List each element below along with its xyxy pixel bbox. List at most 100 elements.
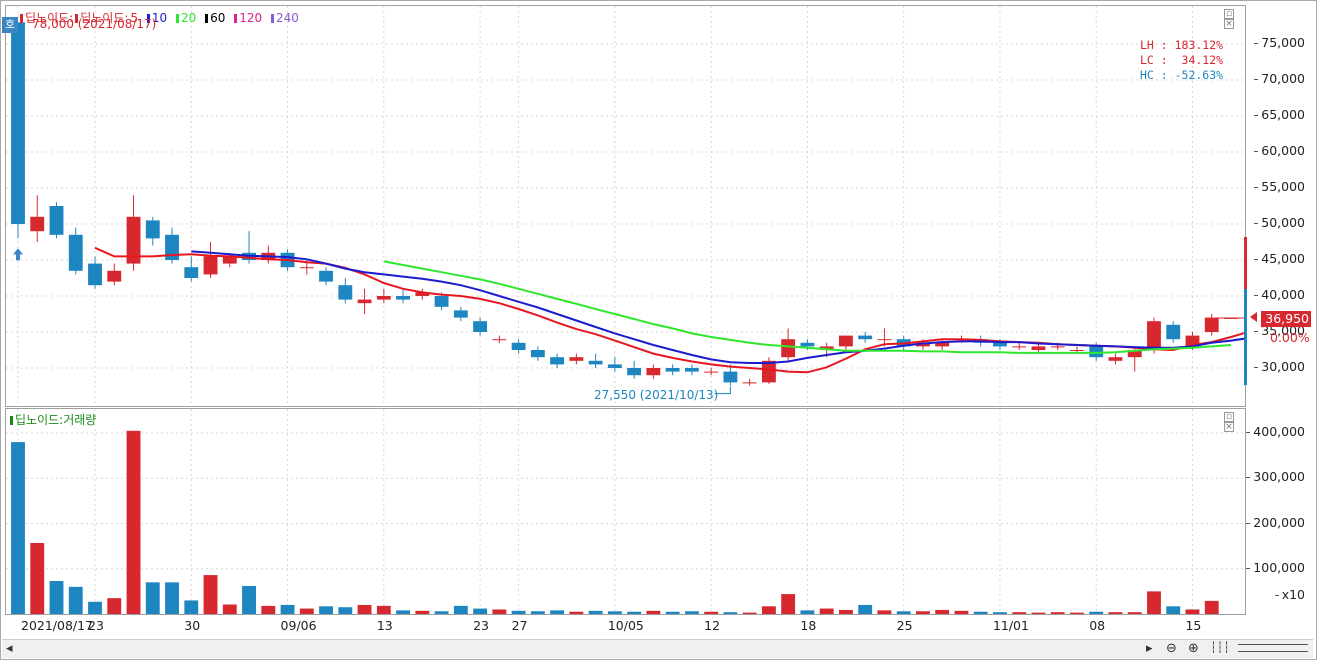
volume-bar [88,601,102,614]
candle-body [761,360,776,383]
candle-body [1127,350,1142,358]
volume-tick-label: 400,000 [1246,424,1305,440]
volume-chart-pane[interactable]: 딥노이드:거래량 ▫× [5,408,1246,615]
candle-body [723,371,738,383]
legend-name-1[interactable]: 딥노이드: [25,11,74,25]
candle-body [1012,346,1027,348]
volume-bar [492,609,507,614]
volume-tick-label: 200,000 [1246,514,1305,530]
price-tick-label: 30,000 [1254,359,1305,374]
candle-body [49,206,64,235]
volume-bar [1127,612,1142,614]
candle-body [473,321,488,332]
price-pane-buttons: ▫× [1222,9,1245,29]
volume-bar [338,607,353,614]
close-pane-icon[interactable]: × [1224,19,1234,29]
volume-bar [684,611,699,614]
date-label: 13 [376,618,393,633]
legend-ma-240[interactable]: 240 [275,11,299,25]
candle-body [184,267,199,278]
candle-body [1031,346,1046,350]
volume-bar [415,610,430,614]
zoom-out-icon[interactable]: ⊖ [1166,641,1177,656]
date-label: 23 [473,618,489,633]
candle-body [1185,335,1200,347]
legend-ma-5[interactable]: 5 [130,11,139,25]
date-label: 08 [1089,618,1106,633]
candle-body [492,339,507,341]
high-price-note: 78,000 (2021/08/17) [32,17,157,31]
candle-body [646,368,661,376]
volume-legend[interactable]: 딥노이드:거래량 [10,411,98,428]
candle-body [1070,350,1084,351]
candle-body [993,342,1007,347]
volume-bar [896,611,911,614]
volume-bar [877,610,892,614]
candle-body [684,368,699,372]
candle-body [203,256,218,275]
candle-body [858,335,873,340]
volume-axis: x10 400,000 300,000 200,000 100,000 [1246,408,1314,613]
date-label: 15 [1185,618,1202,633]
candle-body [299,267,314,269]
zoom-in-icon[interactable]: ⊕ [1188,641,1199,656]
price-chart-canvas[interactable] [6,6,1245,406]
candle-body [434,296,449,307]
volume-bar [838,609,853,614]
candle-body [1147,321,1161,350]
close-pane-icon[interactable]: × [1224,422,1234,432]
date-label: 11/01 [992,618,1029,633]
legend-ma-120[interactable]: 120 [239,11,263,25]
volume-bar [1147,591,1161,614]
scroll-right-icon[interactable]: ▸ [1146,641,1153,656]
price-tick-label: 40,000 [1254,287,1305,302]
volume-bar [396,610,411,614]
change-percent: 0.00% [1270,330,1310,345]
chart-scrollbar[interactable]: ◂ ▸ ⊖ ⊕ ┆┆┆ [2,639,1313,658]
scroll-left-icon[interactable]: ◂ [6,641,13,656]
period-slider[interactable] [1238,644,1308,652]
legend-ma-60[interactable]: 60 [210,11,226,25]
candle-body [11,22,25,225]
volume-bar [107,598,122,614]
candle-body [1204,317,1219,332]
volume-bar [49,580,64,614]
candle-body [415,292,430,296]
volume-bar [261,605,276,614]
bar-count-icon[interactable]: ┆┆┆ [1210,641,1230,654]
volume-bar [1031,612,1046,614]
candle-body [319,270,333,282]
legend-name-2[interactable]: 딥노이드: [80,11,129,25]
volume-bar [145,582,160,614]
date-label: 30 [184,618,201,633]
volume-bar [607,611,622,614]
candle-body [588,360,603,365]
stat-lh: LH : 183.12% [1140,38,1224,52]
price-legend-row: 딥노이드: 딥노이드: 5 10 20 60 120 240 [20,9,303,26]
price-chart-pane[interactable]: 딥노이드:딥노이드: 딥노이드:딥노이드:5 10 20 60 120 240 … [5,5,1246,407]
price-tick-label: 65,000 [1254,107,1305,122]
legend-ma-10[interactable]: 10 [151,11,168,25]
legend-ma-20[interactable]: 20 [181,11,197,25]
candle-body [800,342,815,347]
candle-body [1050,346,1065,348]
candle-body [338,285,353,300]
candle-body [165,234,179,260]
volume-chart-canvas[interactable] [6,409,1245,614]
volume-bar [530,611,545,614]
volume-bar [954,610,969,614]
volume-bar [1089,611,1104,614]
minimize-pane-icon[interactable]: ▫ [1224,412,1234,422]
volume-bar [68,586,83,614]
volume-bar [280,604,295,614]
current-price-pointer [1250,311,1257,322]
minimize-pane-icon[interactable]: ▫ [1224,9,1234,19]
price-tick-label: 45,000 [1254,251,1305,266]
date-label: 25 [896,618,913,633]
volume-bar [203,575,218,614]
volume-bar [916,611,930,614]
candle-body [569,357,584,361]
candle-body [453,310,468,318]
volume-bar [1108,612,1123,614]
volume-bar [473,608,488,614]
